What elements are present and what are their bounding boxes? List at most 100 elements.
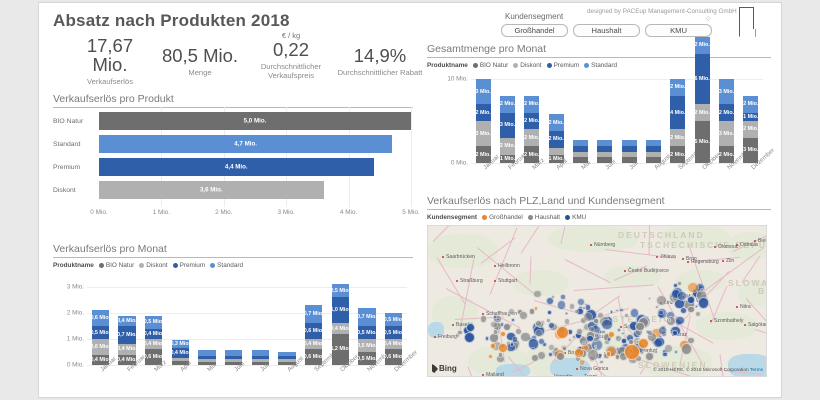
- bar[interactable]: 3,6 Mio.: [99, 181, 324, 199]
- stack-segment[interactable]: 3 Mio.: [719, 79, 734, 105]
- map-bubble[interactable]: [496, 317, 500, 322]
- bar[interactable]: 4,7 Mio.: [99, 135, 393, 153]
- map-bubble[interactable]: [600, 318, 613, 331]
- stack-segment[interactable]: [198, 361, 216, 365]
- map-bubble[interactable]: [694, 304, 698, 308]
- stacked-column[interactable]: 2 Mio. 6 Mio. 2 Mio. 5 Mio.: [695, 37, 710, 163]
- map-bubble[interactable]: [672, 282, 678, 288]
- stack-segment[interactable]: 0,5 Mio.: [357, 326, 377, 339]
- map-bubble[interactable]: [609, 310, 614, 315]
- stack-segment[interactable]: [572, 146, 589, 153]
- stack-segment[interactable]: 2 Mio.: [476, 146, 491, 163]
- stack-segment[interactable]: [621, 146, 637, 153]
- stack-segment[interactable]: 0,6 Mio.: [90, 310, 110, 327]
- stacked-column[interactable]: 0,5 Mio. 1,0 Mio. 0,4 Mio. 1,2 Mio.: [330, 284, 350, 365]
- map-bubble[interactable]: [624, 344, 640, 360]
- map-bubble[interactable]: [493, 315, 498, 319]
- stack-segment[interactable]: [645, 139, 662, 147]
- stack-segment[interactable]: 0,5 Mio.: [144, 315, 164, 329]
- map-bubble[interactable]: [582, 340, 586, 345]
- map-bubble[interactable]: [664, 344, 674, 354]
- legend-item[interactable]: Großhandel: [482, 214, 523, 221]
- map-bubble[interactable]: [599, 360, 604, 365]
- stack-segment[interactable]: 0,4 Mio.: [117, 344, 137, 355]
- map-bubble[interactable]: [463, 331, 476, 343]
- map-bubble[interactable]: [577, 297, 586, 307]
- stack-segment[interactable]: [224, 361, 243, 365]
- stacked-column[interactable]: 0,5 Mio. 0,5 Mio. 0,4 Mio. 0,6 Mio.: [384, 313, 404, 365]
- stack-segment[interactable]: 0,6 Mio.: [144, 349, 164, 365]
- map-bubble[interactable]: [533, 306, 539, 311]
- stack-segment[interactable]: 1 Mio.: [500, 154, 515, 163]
- map-bubble[interactable]: [635, 321, 645, 332]
- stacked-column[interactable]: 0,3 Mio. 0,4 Mio.: [170, 339, 190, 365]
- stack-segment[interactable]: 2 Mio.: [670, 146, 685, 163]
- stack-segment[interactable]: 2 Mio.: [500, 95, 515, 113]
- map-bubble[interactable]: [700, 288, 704, 292]
- map-bubble-layer[interactable]: [428, 226, 766, 376]
- map-bubble[interactable]: [488, 353, 494, 359]
- map-bubble[interactable]: [535, 320, 543, 328]
- stack-segment[interactable]: 2 Mio.: [719, 146, 734, 163]
- stacked-column[interactable]: 0,5 Mio. 0,4 Mio. 0,4 Mio. 0,6 Mio.: [144, 315, 164, 365]
- map-bubble[interactable]: [560, 294, 566, 300]
- stack-segment[interactable]: 2 Mio.: [524, 146, 539, 163]
- map-bubble[interactable]: [646, 329, 654, 337]
- map-bubble[interactable]: [537, 337, 546, 346]
- stack-segment[interactable]: 1 Mio.: [549, 154, 564, 163]
- stack-segment[interactable]: 2 Mio.: [670, 79, 685, 96]
- map-bubble[interactable]: [568, 337, 573, 342]
- legend-item[interactable]: BIO Natur: [98, 262, 134, 269]
- stack-segment[interactable]: 0,4 Mio.: [304, 339, 324, 350]
- map-bubble[interactable]: [697, 297, 710, 309]
- stack-segment[interactable]: 0,5 Mio.: [357, 339, 377, 352]
- stacked-column[interactable]: 0,7 Mio. 0,5 Mio. 0,5 Mio. 0,5 Mio.: [357, 307, 377, 365]
- stacked-column[interactable]: [278, 351, 296, 365]
- stack-segment[interactable]: 0,4 Mio.: [90, 354, 110, 365]
- map-bubble[interactable]: [509, 342, 515, 347]
- bar[interactable]: 4,4 Mio.: [99, 158, 374, 176]
- map-bubble[interactable]: [620, 331, 625, 336]
- stack-segment[interactable]: [251, 359, 270, 362]
- stack-segment[interactable]: 0,5 Mio.: [90, 326, 110, 340]
- map-bubble[interactable]: [618, 307, 624, 313]
- stack-segment[interactable]: [621, 152, 637, 158]
- map-bubble[interactable]: [605, 351, 612, 357]
- map-bubble[interactable]: [490, 343, 496, 349]
- map-bubble[interactable]: [675, 315, 685, 326]
- map-bubble[interactable]: [587, 349, 600, 362]
- map-bubble[interactable]: [564, 312, 568, 316]
- stack-segment[interactable]: [251, 355, 270, 360]
- stack-segment[interactable]: [198, 359, 216, 362]
- stacked-column[interactable]: 2 Mio. 1 Mio. 2 Mio. 3 Mio.: [743, 95, 758, 163]
- stack-segment[interactable]: [645, 146, 662, 153]
- stacked-column[interactable]: 2 Mio. 2 Mio. 2 Mio. 2 Mio.: [524, 95, 539, 163]
- map-bubble[interactable]: [582, 311, 594, 323]
- map-bubble[interactable]: [562, 345, 567, 351]
- map-bubble[interactable]: [533, 289, 542, 299]
- map-bubble[interactable]: [530, 353, 540, 362]
- map-bubble[interactable]: [547, 322, 555, 330]
- stack-segment[interactable]: [224, 355, 243, 360]
- bar-row[interactable]: BIO Natur 5,0 Mio.: [53, 111, 413, 131]
- map-bubble[interactable]: [654, 304, 659, 309]
- map-bubble[interactable]: [510, 318, 515, 323]
- map-bubble[interactable]: [644, 352, 654, 361]
- map-bubble[interactable]: [556, 326, 569, 339]
- stack-segment[interactable]: 2 Mio.: [549, 114, 564, 132]
- legend-item[interactable]: Haushalt: [527, 214, 560, 221]
- terms-link[interactable]: Terms: [749, 368, 763, 373]
- stack-segment[interactable]: 1,0 Mio.: [330, 297, 350, 324]
- stack-segment[interactable]: [278, 355, 296, 360]
- stack-segment[interactable]: 0,4 Mio.: [117, 315, 137, 327]
- map-bubble[interactable]: [593, 318, 599, 324]
- map-bubble[interactable]: [498, 326, 502, 330]
- map-bubble[interactable]: [556, 351, 566, 361]
- map-bubble[interactable]: [652, 338, 663, 349]
- map-bubble[interactable]: [528, 308, 535, 315]
- bookmark-icon[interactable]: [739, 7, 754, 29]
- stack-segment[interactable]: 2 Mio.: [524, 129, 539, 147]
- map-bubble[interactable]: [492, 329, 499, 335]
- stack-segment[interactable]: 2 Mio.: [500, 137, 515, 155]
